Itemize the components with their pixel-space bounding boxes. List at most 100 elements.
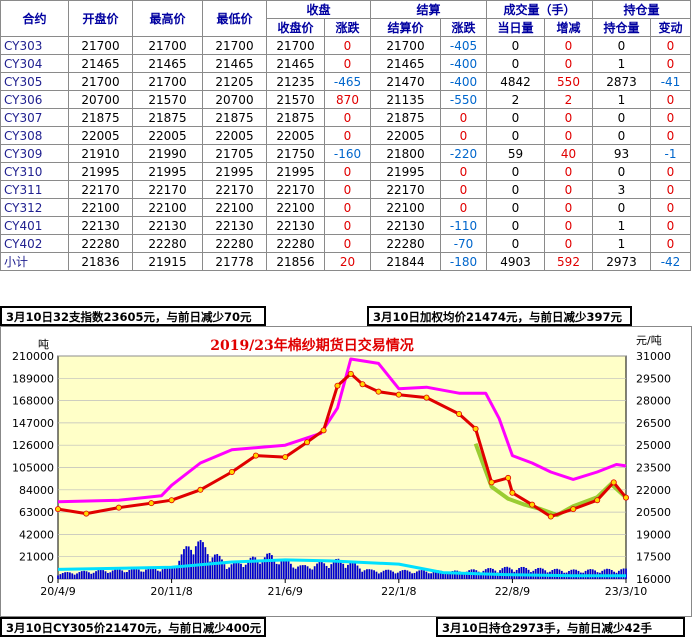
table-cell: 0: [544, 198, 593, 217]
volume-bar: [382, 570, 385, 579]
volume-bar: [370, 569, 373, 579]
weighted-price-point: [547, 513, 554, 520]
table-cell: 20700: [68, 90, 133, 109]
table-cell: 0: [592, 162, 651, 181]
table-cell: 21844: [370, 252, 441, 271]
table-cell: 4903: [486, 252, 545, 271]
x-tick-label: 22/8/9: [495, 585, 530, 598]
table-cell: 21700: [68, 72, 133, 91]
weighted-price-point: [529, 501, 536, 508]
table-cell: -180: [440, 252, 487, 271]
table-cell: 59: [486, 144, 545, 163]
cell-contract: CY312: [0, 198, 69, 217]
table-cell: 22280: [132, 234, 203, 253]
table-cell: 2973: [592, 252, 651, 271]
table-cell: 22130: [266, 216, 325, 235]
table-cell: 0: [544, 126, 593, 145]
volume-bar: [323, 563, 326, 579]
table-cell: 21875: [68, 108, 133, 127]
table-cell: 22100: [266, 198, 325, 217]
volume-bar: [83, 570, 86, 579]
col-header-oi: 持仓量: [592, 18, 651, 37]
volume-bar: [406, 570, 409, 579]
table-cell: 0: [324, 180, 371, 199]
table-cell: 21990: [132, 144, 203, 163]
volume-bar: [216, 554, 219, 579]
table-cell: 0: [486, 108, 545, 127]
volume-bar: [506, 566, 509, 579]
cell-contract: CY304: [0, 54, 69, 73]
cell-contract: CY401: [0, 216, 69, 235]
table-cell: 0: [544, 234, 593, 253]
volume-bar: [164, 567, 166, 579]
volume-bar: [95, 571, 97, 579]
volume-bar: [304, 565, 307, 579]
weighted-price-point: [55, 506, 62, 513]
table-cell: 0: [440, 108, 487, 127]
table-row: CY308 22005 22005 22005 22005 0 22005 0 0 0 0 0: [0, 126, 691, 145]
table-cell: 0: [650, 198, 691, 217]
table-cell: 22005: [202, 126, 267, 145]
weighted-price-point: [83, 510, 90, 517]
volume-bar: [278, 564, 280, 579]
weighted-price-point: [334, 382, 341, 389]
table-cell: 0: [544, 54, 593, 73]
table-cell: 1: [592, 234, 651, 253]
table-cell: 22170: [202, 180, 267, 199]
volume-bar: [66, 572, 69, 579]
volume-bar: [249, 557, 252, 579]
table-cell: 40: [544, 144, 593, 163]
weighted-price-point: [395, 391, 402, 398]
volume-bar: [282, 559, 285, 579]
right-tick-label: 29500: [636, 372, 671, 385]
table-cell: 21700: [266, 36, 325, 55]
futures-quote-table: 合约 开盘价 最高价 最低价 收盘 结算 成交量（手） 持仓量 收盘价 涨跌 结…: [0, 0, 691, 271]
volume-bar: [275, 563, 278, 579]
volume-bar: [244, 564, 247, 579]
table-cell: 2: [544, 90, 593, 109]
table-cell: 22170: [68, 180, 133, 199]
table-cell: 0: [324, 216, 371, 235]
volume-bar: [68, 572, 71, 579]
volume-bar: [80, 571, 83, 579]
volume-bar: [59, 574, 62, 579]
volume-bar: [97, 570, 100, 579]
table-cell: 21995: [370, 162, 441, 181]
weighted-price-point: [509, 489, 516, 496]
table-row: 小计 21836 21915 21778 21856 20 21844 -180 4903 592…: [0, 252, 691, 271]
volume-bar: [130, 568, 133, 579]
volume-bar: [290, 563, 292, 579]
table-cell: 20700: [202, 90, 267, 109]
table-cell: 22005: [370, 126, 441, 145]
volume-bar: [242, 567, 245, 579]
volume-bar: [64, 572, 67, 579]
volume-bar: [85, 571, 88, 579]
table-cell: 0: [544, 36, 593, 55]
weighted-price-point: [168, 497, 175, 504]
weighted-price-point: [610, 479, 617, 486]
volume-bar: [442, 571, 444, 579]
table-cell: 0: [650, 54, 691, 73]
volume-bar: [620, 569, 623, 579]
volume-bar: [259, 563, 261, 579]
table-cell: 22100: [132, 198, 203, 217]
volume-bar: [76, 573, 78, 579]
volume-bar: [71, 573, 74, 579]
table-cell: 1: [592, 54, 651, 73]
table-row: CY307 21875 21875 21875 21875 0 21875 0 0 0 0 0: [0, 108, 691, 127]
left-tick-label: 105000: [12, 462, 54, 475]
weighted-price-point: [594, 497, 601, 504]
volume-bar: [332, 560, 335, 579]
table-cell: 21205: [202, 72, 267, 91]
table-cell: 93: [592, 144, 651, 163]
volume-bar: [123, 572, 126, 579]
table-cell: 0: [650, 180, 691, 199]
table-cell: 0: [544, 162, 593, 181]
table-cell: 21700: [132, 72, 203, 91]
table-cell: 22100: [68, 198, 133, 217]
volume-bar: [453, 570, 456, 579]
volume-bar: [197, 541, 200, 579]
weighted-price-point: [456, 410, 463, 417]
volume-bar: [437, 570, 440, 579]
